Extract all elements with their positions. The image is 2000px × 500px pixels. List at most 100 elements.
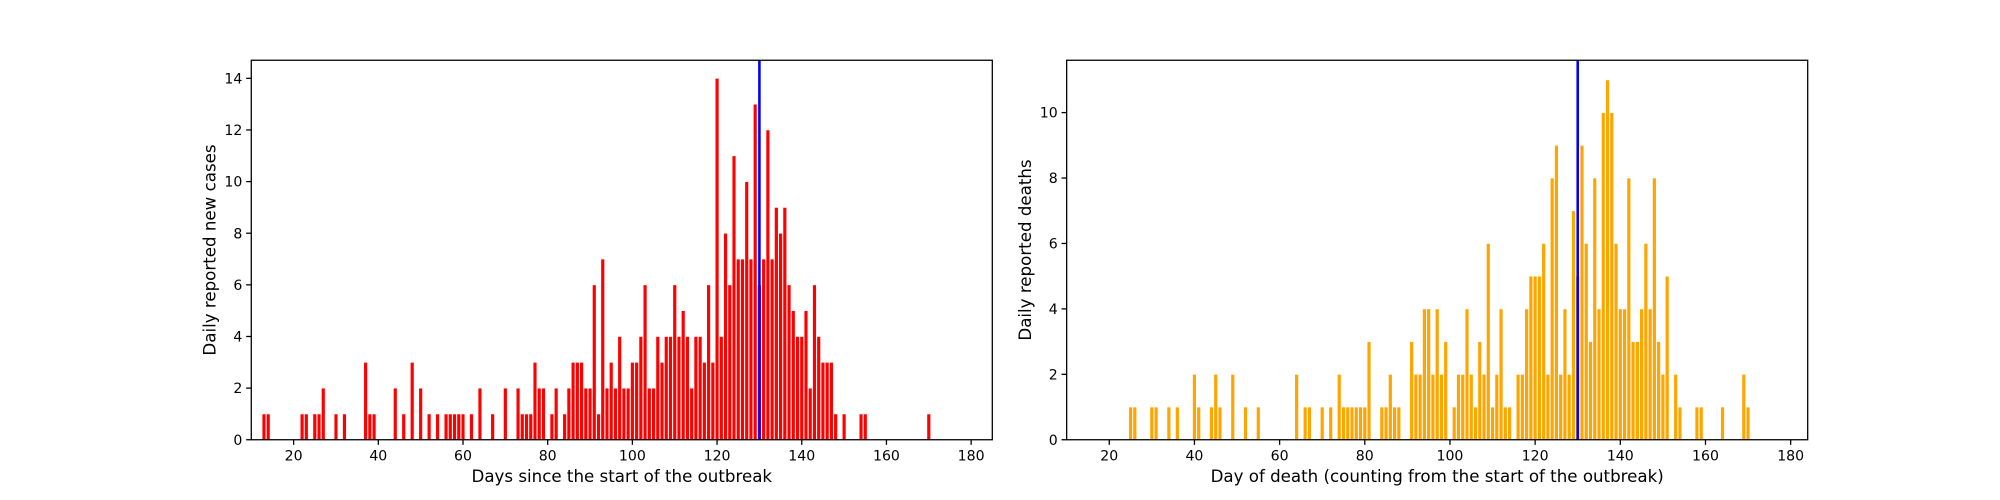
bar — [426, 413, 432, 441]
x-tick-label: 60 — [1271, 448, 1289, 464]
bar — [655, 336, 661, 441]
bar — [706, 284, 711, 441]
bar — [1528, 275, 1534, 441]
bar — [1294, 373, 1299, 441]
bar — [452, 413, 457, 441]
bar — [638, 336, 644, 441]
bar — [1175, 406, 1180, 441]
bar — [1562, 308, 1568, 441]
bar — [604, 387, 610, 441]
bar — [833, 413, 838, 441]
bar — [736, 258, 741, 441]
bar — [503, 387, 508, 441]
bar — [786, 284, 792, 441]
bar — [1626, 177, 1632, 441]
bar — [583, 387, 589, 441]
bar — [630, 361, 635, 441]
bar — [1656, 341, 1661, 441]
bar — [1532, 275, 1538, 441]
bar — [1434, 308, 1440, 441]
y-tick-label: 10 — [1040, 106, 1058, 122]
bar — [1328, 406, 1333, 441]
bar — [1541, 243, 1546, 441]
bar — [791, 310, 796, 441]
bar — [1456, 373, 1461, 441]
bar — [782, 207, 788, 441]
bar — [1481, 373, 1487, 441]
y-tick-label: 8 — [1049, 171, 1058, 187]
bar — [1630, 341, 1636, 441]
bar — [680, 310, 686, 441]
bar — [1443, 341, 1448, 441]
bar — [1362, 406, 1368, 441]
bar — [1741, 373, 1747, 441]
bar — [1503, 406, 1508, 441]
bar — [1243, 406, 1248, 441]
bar — [418, 387, 423, 441]
bar — [1571, 210, 1576, 441]
x-tick-label: 20 — [285, 448, 303, 464]
bar — [664, 336, 669, 441]
bar — [1354, 406, 1359, 441]
bar — [841, 413, 847, 441]
bar — [1256, 406, 1261, 441]
bar — [1490, 406, 1495, 441]
bar — [1345, 406, 1350, 441]
bar — [625, 387, 631, 441]
bar — [265, 413, 271, 441]
bar — [765, 129, 771, 441]
x-tick-label: 20 — [1100, 448, 1118, 464]
bar — [367, 413, 373, 441]
bar — [761, 258, 766, 441]
bar — [1554, 144, 1559, 441]
bar — [642, 284, 648, 441]
bar — [261, 413, 267, 441]
y-tick-label: 2 — [233, 381, 242, 397]
bar — [371, 413, 377, 441]
bar — [532, 361, 538, 441]
bar — [634, 361, 639, 441]
bar — [456, 413, 461, 441]
bar — [1209, 406, 1214, 441]
x-tick-label: 160 — [1692, 448, 1719, 464]
bar — [1464, 308, 1470, 441]
bar — [1379, 406, 1385, 441]
bar — [1647, 308, 1653, 441]
bar — [1698, 406, 1704, 441]
x-tick-label: 160 — [873, 448, 900, 464]
bar — [778, 232, 783, 441]
x-axis-label: Days since the start of the outbreak — [472, 467, 773, 486]
bar — [1566, 373, 1572, 441]
bar — [536, 387, 542, 441]
bar — [1498, 308, 1504, 441]
bar — [1132, 406, 1138, 441]
bar — [727, 284, 732, 441]
y-tick-label: 12 — [224, 123, 242, 139]
bar — [1677, 406, 1683, 441]
bar — [1153, 406, 1159, 441]
bar — [435, 413, 440, 441]
bar — [1622, 308, 1627, 441]
bar — [1609, 112, 1615, 441]
bar — [579, 361, 584, 441]
bar — [668, 336, 673, 441]
bar — [1336, 373, 1342, 441]
bar — [1392, 406, 1397, 441]
bar — [1383, 406, 1389, 441]
x-tick-label: 40 — [369, 448, 387, 464]
bar — [863, 413, 868, 441]
bar — [316, 413, 322, 441]
bar — [1520, 373, 1525, 441]
bar — [448, 413, 453, 441]
bar — [1664, 275, 1670, 441]
bar — [689, 387, 694, 441]
bar — [1396, 406, 1402, 441]
bar — [1486, 243, 1491, 441]
bar — [752, 103, 758, 441]
bar — [816, 336, 821, 441]
x-tick-label: 120 — [1522, 448, 1549, 464]
bar — [1451, 406, 1457, 441]
bar — [1745, 406, 1751, 441]
x-tick-label: 60 — [454, 448, 472, 464]
bar — [515, 387, 521, 441]
